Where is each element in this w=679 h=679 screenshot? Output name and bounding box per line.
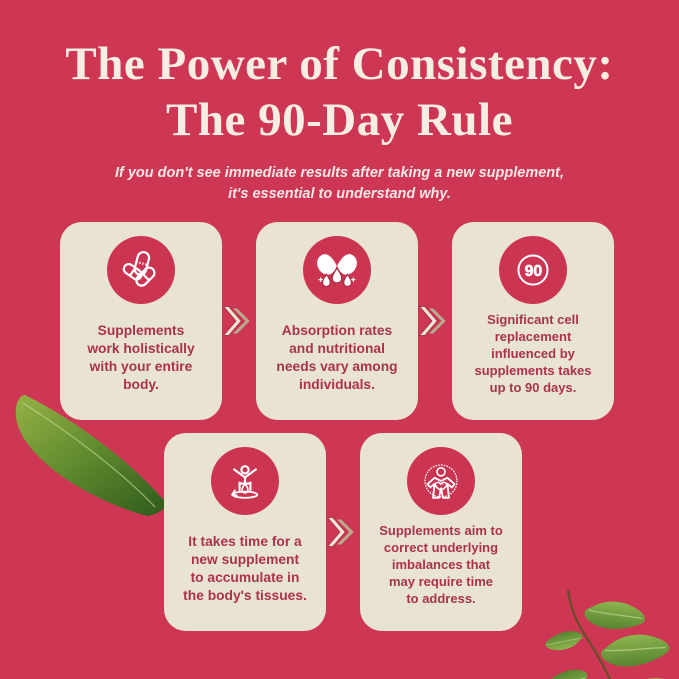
svg-text:90: 90 [525,263,543,280]
